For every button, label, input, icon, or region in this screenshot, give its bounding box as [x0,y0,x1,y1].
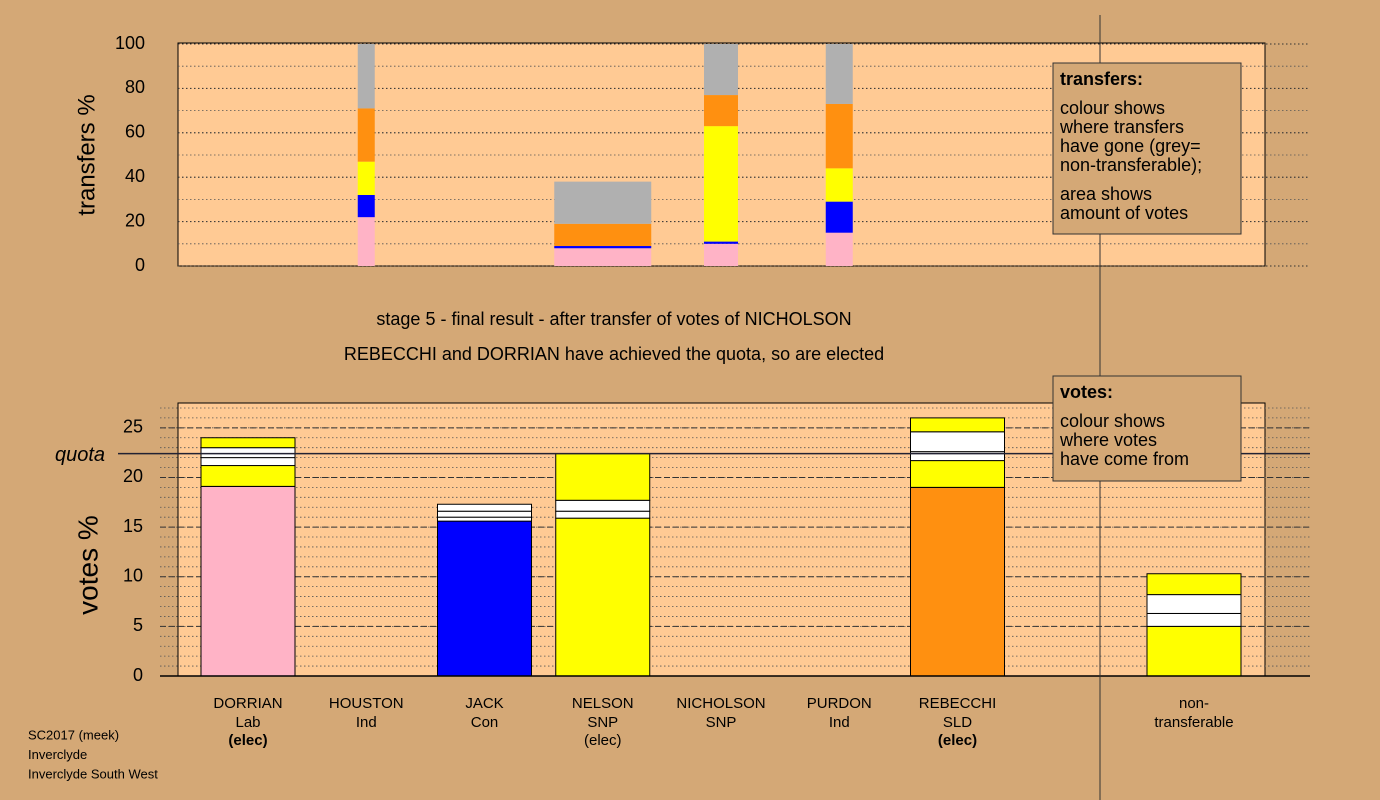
bar-segment [437,516,532,522]
legend-line: non-transferable); [1060,155,1202,175]
bar-segment [1146,612,1242,627]
footer-line: Inverclyde [28,747,87,762]
bar-segment [1146,625,1242,677]
bar-segment [825,232,853,266]
bar-segment [704,126,738,242]
y-tick-label: 0 [133,665,143,685]
bar-segment [437,510,532,518]
legend-line: have gone (grey= [1060,136,1201,156]
bar-segment [200,465,296,487]
bar-segment [555,517,651,677]
y-tick-label: 10 [123,565,143,585]
category-party: SNP [587,714,618,731]
y-tick-label: 5 [133,615,143,635]
bar-segment [437,520,532,677]
y-tick-label: 20 [123,466,143,486]
category-note: (elec) [938,732,977,749]
bar-segment [554,246,652,249]
caption: REBECCHI and DORRIAN have achieved the q… [344,344,884,364]
legend-line: where transfers [1059,117,1184,137]
category-party: Ind [356,714,377,731]
category-note: (elec) [584,732,622,749]
legend-line: amount of votes [1060,203,1188,223]
legend-title: votes: [1060,382,1113,402]
legend-line: colour shows [1060,411,1165,431]
bar-segment [555,453,651,501]
bar-segment [704,241,738,244]
bar-segment [704,44,738,96]
category-party: Lab [235,714,260,731]
category-name: non- [1179,695,1209,712]
bar-segment [825,201,853,233]
y-axis-title: votes % [72,515,103,615]
y-axis-title: transfers % [73,94,100,215]
category-name: NELSON [572,695,634,712]
category-name: REBECCHI [919,695,997,712]
bar-segment [825,168,853,202]
bar-segment [554,181,652,224]
bar-segment [357,108,375,162]
bar-segment [555,499,651,512]
bar-segment [825,44,853,104]
y-tick-label: 15 [123,516,143,536]
bar-segment [437,503,532,512]
y-tick-label: 0 [135,255,145,275]
transfers-legend-box [1052,62,1242,235]
y-tick-label: 40 [125,166,145,186]
footer-line: SC2017 (meek) [28,727,119,742]
bar-segment [200,437,296,449]
bar-segment [704,95,738,127]
layer [118,43,1310,677]
category-name: NICHOLSON [676,695,765,712]
category-party: SLD [943,714,972,731]
bar-segment [910,486,1005,677]
y-tick-label: 100 [115,33,145,53]
bar-segment [200,485,296,677]
bar-segment [357,217,375,266]
y-tick-label: 80 [125,77,145,97]
category-name: PURDON [807,695,872,712]
bar-segment [555,510,651,519]
bar-segment [910,460,1005,488]
legend-line: have come from [1060,449,1189,469]
legend-line: area shows [1060,184,1152,204]
bar-segment [910,417,1005,433]
votes-legend-box [1052,375,1242,482]
category-name: HOUSTON [329,695,404,712]
bar-segment [554,248,652,266]
category-name: DORRIAN [213,695,282,712]
legend-line: where votes [1059,430,1157,450]
y-tick-label: 25 [123,417,143,437]
bar-segment [910,431,1005,453]
bar-segment [357,194,375,218]
quota-label: quota [55,444,105,466]
legend-title: transfers: [1060,69,1143,89]
bar-segment [825,103,853,169]
bar-segment [704,243,738,266]
bar-segment [200,457,296,467]
bar-segment [1146,573,1242,596]
footer-line: Inverclyde South West [28,766,158,781]
bar-segment [554,223,652,247]
y-tick-label: 60 [125,122,145,142]
bar-segment [1146,594,1242,614]
category-note: (elec) [228,732,267,749]
caption: stage 5 - final result - after transfer … [376,309,851,329]
legend-line: colour shows [1060,98,1165,118]
category-party: Con [471,714,499,731]
bar-segment [357,161,375,195]
bar-segment [357,44,375,109]
category-party: transferable [1154,714,1233,731]
category-party: Ind [829,714,850,731]
category-party: SNP [706,714,737,731]
bar-segment [200,447,296,459]
category-name: JACK [465,695,503,712]
y-tick-label: 20 [125,210,145,230]
